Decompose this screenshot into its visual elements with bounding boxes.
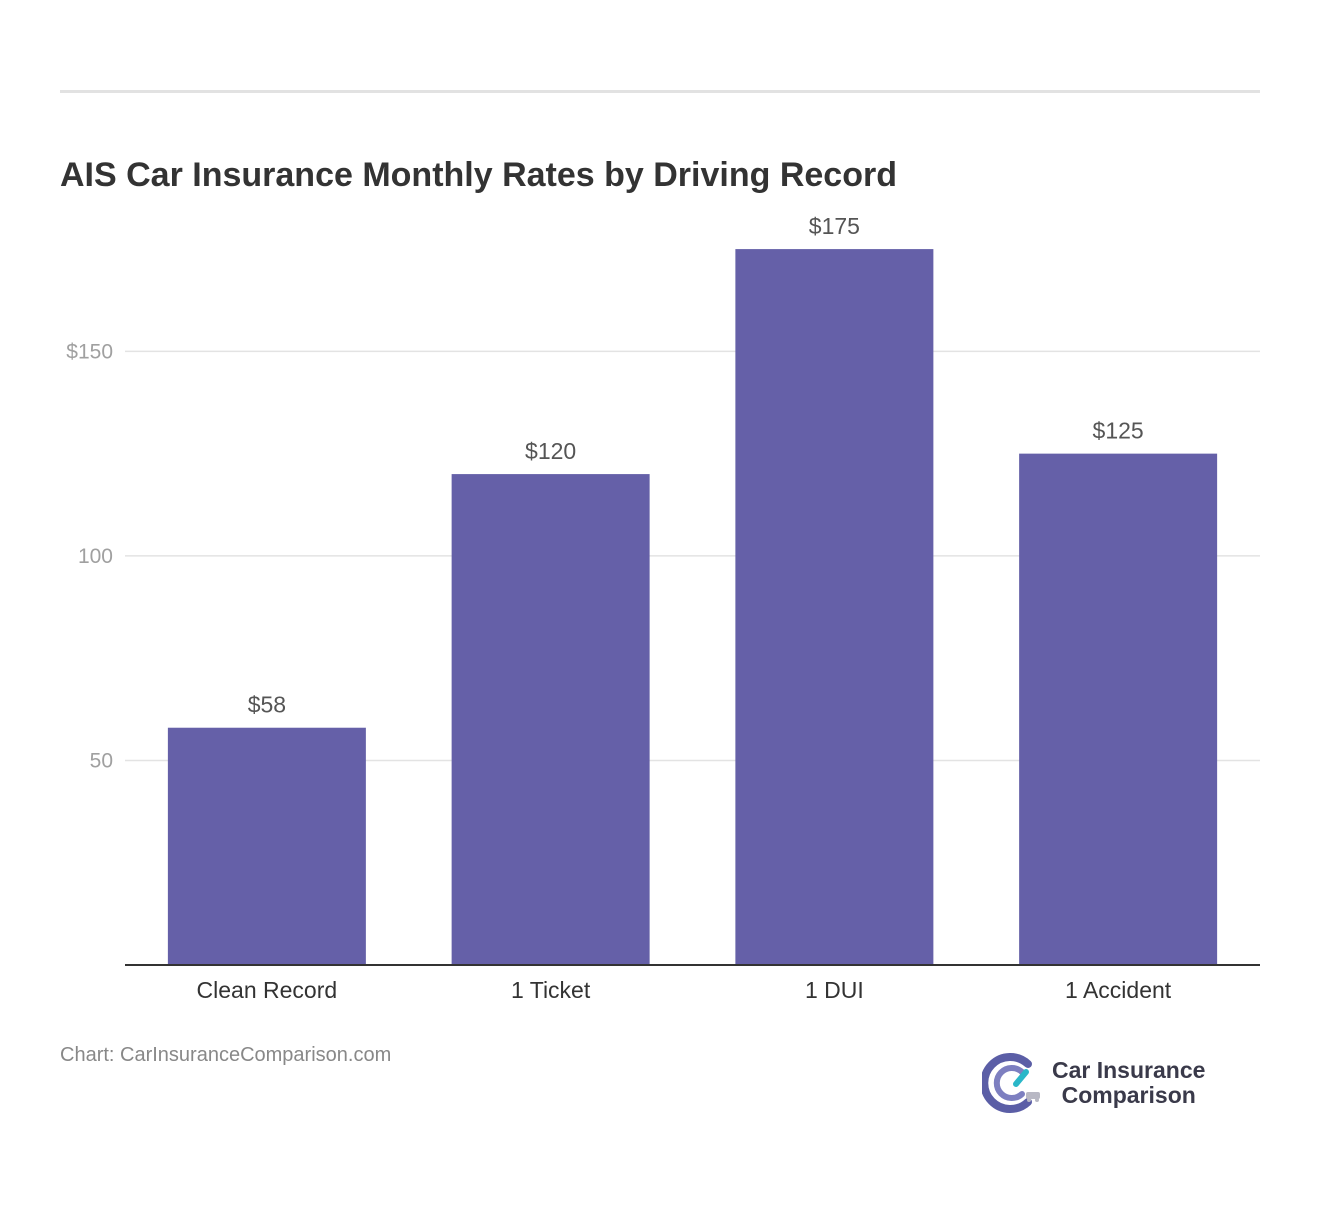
axes: 50 100 $150 Clean Record 1 Ticket 1 DUI 1 Acci… [66, 340, 1260, 1003]
logo-mark-icon [982, 1053, 1040, 1113]
data-label: $120 [525, 438, 576, 464]
bar [735, 249, 934, 965]
top-divider [60, 90, 1260, 93]
y-tick-label: $150 [66, 340, 113, 363]
brand-line-2: Comparison [1061, 1082, 1196, 1108]
data-labels: $58 $120 $175 $125 [248, 213, 1144, 718]
x-tick-label: 1 Accident [1065, 977, 1172, 1003]
x-tick-label: 1 DUI [805, 977, 864, 1003]
bars [167, 249, 1218, 965]
y-tick-label: 100 [78, 545, 113, 568]
y-tick-label: 50 [90, 749, 113, 772]
bar [1019, 453, 1218, 965]
bar-chart: $58 $120 $175 $125 50 100 $150 Clean Record 1 T… [66, 213, 1260, 1003]
x-tick-label: Clean Record [197, 977, 338, 1003]
brand-line-1: Car Insurance [1052, 1057, 1206, 1083]
data-label: $58 [248, 692, 286, 718]
bar [451, 474, 650, 965]
x-tick-label: 1 Ticket [511, 977, 591, 1003]
chart-source: Chart: CarInsuranceComparison.com [60, 1044, 392, 1066]
bar [167, 727, 366, 965]
chart-title: AIS Car Insurance Monthly Rates by Drivi… [60, 156, 897, 194]
brand-name: Car Insurance Comparison [1052, 1058, 1205, 1108]
brand-logo[interactable]: Car Insurance Comparison [982, 1052, 1242, 1114]
data-label: $175 [809, 213, 860, 239]
data-label: $125 [1093, 418, 1144, 444]
